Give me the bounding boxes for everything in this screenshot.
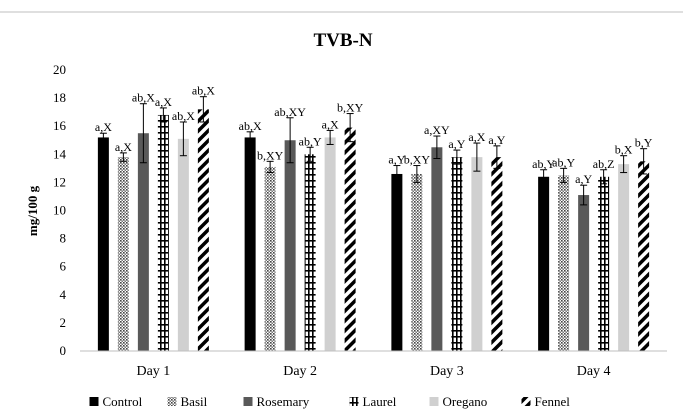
bar — [451, 157, 463, 351]
legend-swatch — [243, 397, 253, 406]
x-tick-label: Day 4 — [577, 364, 611, 379]
legend: Control Basil Rosemary Laurel Oregano Fennel — [89, 394, 571, 409]
bar — [197, 109, 209, 351]
significance-label: ab,X — [132, 91, 155, 105]
bars-layer — [97, 109, 650, 352]
legend-swatch — [167, 397, 177, 406]
legend-label: Control — [103, 394, 143, 409]
legend-label: Fennel — [535, 394, 571, 409]
bar — [431, 147, 443, 351]
bar — [244, 137, 256, 351]
significance-label: a,Y — [448, 137, 465, 151]
y-tick-label: 6 — [60, 259, 67, 274]
bar — [411, 173, 423, 351]
bar — [97, 137, 109, 351]
y-tick-label: 8 — [60, 231, 67, 246]
legend-swatch — [89, 397, 99, 406]
y-tick-label: 18 — [53, 90, 66, 105]
significance-label: ab,Y — [532, 157, 555, 171]
y-axis-ticks: 0 2 4 6 8 10 12 14 16 18 20 — [53, 62, 67, 358]
bar — [578, 195, 590, 351]
y-tick-label: 16 — [53, 118, 67, 133]
significance-label: b,Y — [635, 136, 653, 150]
y-tick-label: 10 — [53, 203, 66, 218]
bar — [558, 175, 570, 351]
x-tick-label: Day 1 — [136, 364, 170, 379]
chart-title: TVB-N — [313, 30, 372, 51]
significance-label: a,Y — [388, 153, 405, 167]
significance-label: a,Y — [488, 133, 505, 147]
significance-label: a,Y — [575, 172, 592, 186]
significance-label: a,X — [322, 117, 339, 131]
legend-label: Laurel — [363, 394, 397, 409]
significance-label: ab,Y — [552, 155, 575, 169]
bar — [117, 157, 129, 351]
significance-label: a,X — [468, 130, 485, 144]
legend-label: Oregano — [443, 394, 488, 409]
significance-label: ab,Z — [593, 157, 615, 171]
bar — [304, 154, 316, 351]
bar — [638, 161, 650, 351]
legend-swatch — [521, 397, 531, 406]
x-tick-label: Day 3 — [430, 364, 464, 379]
bar — [137, 133, 149, 351]
bar — [264, 166, 276, 351]
significance-label: b,XY — [337, 101, 364, 115]
significance-label: ab,X — [239, 119, 262, 133]
significance-label: a,X — [95, 120, 112, 134]
bar — [284, 140, 296, 351]
bar — [491, 157, 503, 351]
y-tick-label: 4 — [60, 287, 67, 302]
legend-label: Basil — [181, 394, 208, 409]
y-tick-label: 14 — [53, 146, 67, 161]
bar — [177, 138, 189, 351]
bar — [618, 164, 630, 351]
error-bars-layer — [99, 96, 648, 206]
significance-label: ab,Y — [299, 134, 322, 148]
bar — [598, 176, 610, 351]
y-axis-label: mg/100 g — [25, 185, 40, 236]
bar — [538, 176, 550, 351]
significance-label: ab,X — [192, 84, 215, 98]
y-tick-label: 20 — [53, 62, 66, 77]
legend-swatch — [429, 397, 439, 406]
significance-label: a,X — [115, 140, 132, 154]
bar — [391, 173, 403, 351]
significance-label: ab,X — [172, 109, 195, 123]
significance-label: b,XY — [404, 153, 431, 167]
significance-label: a,XY — [424, 123, 450, 137]
significance-label: b,XY — [257, 148, 284, 162]
x-axis-ticks: Day 1 Day 2 Day 3 Day 4 — [136, 364, 610, 379]
legend-swatch — [349, 397, 359, 406]
significance-label: b,X — [615, 143, 633, 157]
bar — [344, 127, 356, 351]
significance-label: a,X — [155, 95, 172, 109]
x-tick-label: Day 2 — [283, 364, 317, 379]
y-tick-label: 12 — [53, 174, 66, 189]
legend-label: Rosemary — [257, 394, 310, 409]
y-tick-label: 2 — [60, 315, 67, 330]
bar — [324, 137, 336, 351]
bar — [471, 157, 483, 351]
y-tick-label: 0 — [60, 343, 67, 358]
significance-labels-layer: a,Xa,Xab,X a,Xab,Xab,Xab,Xb,XYab,XYab,Ya,… — [95, 84, 653, 187]
significance-label: ab,XY — [274, 105, 306, 119]
bar — [157, 114, 169, 352]
